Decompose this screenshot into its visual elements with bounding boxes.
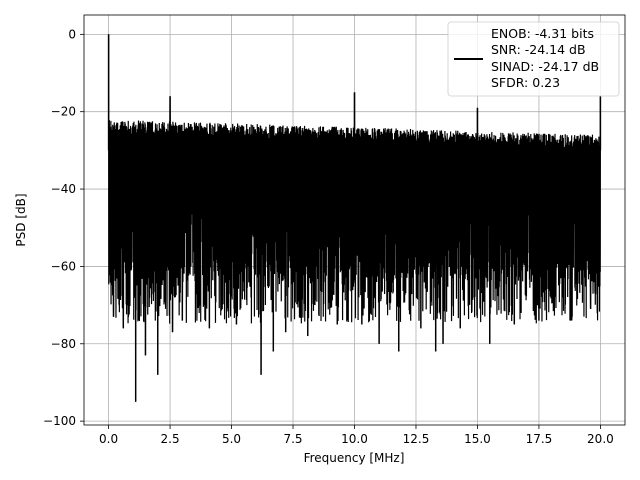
legend-text-snr: SNR: -24.14 dB bbox=[491, 42, 586, 57]
x-axis-label: Frequency [MHz] bbox=[304, 451, 405, 465]
x-tick-label: 17.5 bbox=[526, 432, 553, 446]
legend-text-sfdr: SFDR: 0.23 bbox=[491, 75, 560, 90]
x-tick-label: 10.0 bbox=[341, 432, 368, 446]
legend-text-sinad: SINAD: -24.17 dB bbox=[491, 59, 599, 74]
x-tick-label: 5.0 bbox=[222, 432, 241, 446]
y-tick-label: −80 bbox=[51, 337, 76, 351]
y-tick-label: 0 bbox=[68, 27, 76, 41]
y-tick-label: −40 bbox=[51, 182, 76, 196]
y-tick-label: −20 bbox=[51, 105, 76, 119]
x-tick-label: 20.0 bbox=[587, 432, 614, 446]
y-tick-label: −100 bbox=[43, 414, 76, 428]
plot-area bbox=[107, 34, 602, 402]
x-tick-label: 7.5 bbox=[283, 432, 302, 446]
x-axis: 0.0 2.5 5.0 7.5 10.0 12.5 15.0 17.5 20.0 bbox=[99, 425, 614, 446]
x-tick-label: 2.5 bbox=[161, 432, 180, 446]
legend: ENOB: -4.31 bits SNR: -24.14 dB SINAD: -… bbox=[447, 21, 620, 97]
y-axis-label: PSD [dB] bbox=[14, 193, 28, 246]
legend-text-enob: ENOB: -4.31 bits bbox=[491, 26, 594, 41]
x-tick-label: 12.5 bbox=[403, 432, 430, 446]
legend-box bbox=[447, 21, 620, 97]
y-axis: 0 −20 −40 −60 −80 −100 bbox=[43, 27, 84, 428]
x-tick-label: 0.0 bbox=[99, 432, 118, 446]
x-tick-label: 15.0 bbox=[464, 432, 491, 446]
psd-series bbox=[107, 34, 602, 402]
y-tick-label: −60 bbox=[51, 259, 76, 273]
